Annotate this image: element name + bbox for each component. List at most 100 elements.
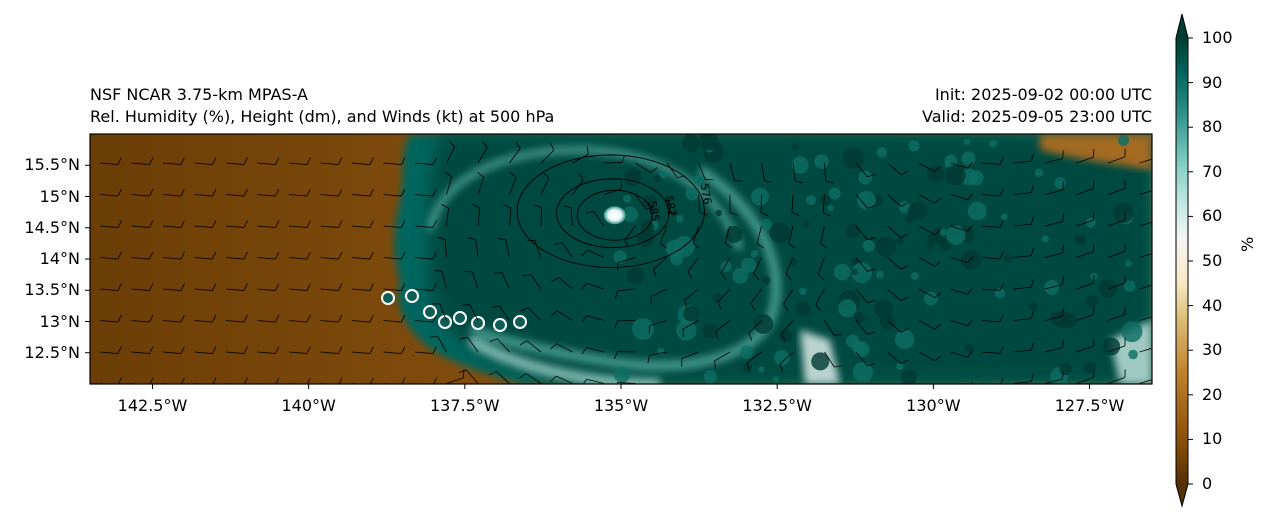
wind-barb-flag <box>432 157 437 165</box>
wind-barb <box>1013 381 1032 384</box>
wind-barb-flag <box>515 141 521 149</box>
wind-barb-flag <box>1157 370 1158 378</box>
wind-barb <box>918 257 935 267</box>
convective-cell <box>967 201 987 221</box>
wind-barb <box>572 153 589 164</box>
wind-barb-flag <box>503 204 511 209</box>
wind-barb-flag <box>275 220 280 228</box>
convective-cell <box>1054 310 1072 328</box>
wind-barb-flag <box>900 265 909 270</box>
wind-barb <box>950 225 968 232</box>
lat-tick-label: 13.5°N <box>24 280 80 300</box>
wind-barb-flag <box>900 170 909 176</box>
wind-barb-flag <box>999 157 1004 165</box>
wind-barb-flag <box>519 340 528 346</box>
wind-barb-flag <box>534 204 542 209</box>
convective-cell <box>945 164 966 186</box>
wind-barb <box>558 277 573 290</box>
wind-barb <box>162 351 181 354</box>
wind-barb-flag <box>509 172 517 179</box>
colorbar-tick-label: 40 <box>1202 295 1223 315</box>
map-title-left: NSF NCAR 3.75-km MPAS-A Rel. Humidity (%… <box>90 84 554 128</box>
wind-barb <box>414 194 433 197</box>
wind-barb <box>682 320 699 330</box>
wind-barb <box>714 351 731 362</box>
wind-barb-flag <box>1157 150 1158 158</box>
convective-cell <box>814 154 829 169</box>
wind-barb <box>918 162 935 173</box>
wind-barb <box>1076 377 1094 384</box>
wind-barb <box>981 162 1000 165</box>
wind-barb <box>1044 158 1063 164</box>
wind-barb-flag <box>934 166 942 173</box>
wind-barb <box>817 257 825 275</box>
wind-barb-flag <box>756 243 764 249</box>
wind-barb <box>1013 286 1032 290</box>
convective-cell <box>827 205 834 212</box>
wind-barb-flag <box>432 220 437 228</box>
wind-barb-flag <box>647 386 649 394</box>
convective-cell <box>960 249 982 270</box>
wind-barb <box>746 351 762 364</box>
wind-barb-flag <box>753 273 760 280</box>
wind-barb <box>855 320 868 335</box>
wind-barb-flag <box>1157 213 1158 221</box>
wind-barb <box>509 208 512 227</box>
wind-barb-flag <box>212 283 217 291</box>
wind-barb <box>444 239 447 258</box>
wind-barb-flag <box>441 204 449 209</box>
wind-barb-flag <box>934 323 942 330</box>
wind-barb <box>750 288 762 304</box>
wind-barb <box>225 351 244 354</box>
convective-cell <box>715 209 722 217</box>
wind-barb-flag <box>867 299 876 304</box>
wind-barb-flag <box>117 314 122 323</box>
wind-barb <box>950 194 968 201</box>
wind-barb-flag <box>429 335 438 338</box>
wind-barb-flag <box>338 251 343 260</box>
wind-barb <box>194 351 213 354</box>
rainband-2 <box>426 145 744 252</box>
axis-ticks <box>85 164 1091 389</box>
wind-barb <box>446 177 453 195</box>
wind-barb <box>1139 316 1152 321</box>
wind-barb <box>288 351 307 354</box>
wind-barb <box>824 351 835 368</box>
wind-barb-flag <box>670 211 679 214</box>
wind-barb-flag <box>212 157 217 165</box>
wind-barb-flag <box>650 296 652 305</box>
wind-barb <box>383 351 402 354</box>
wind-barb <box>1076 219 1094 227</box>
convective-cell <box>851 268 858 276</box>
wind-barb-flag <box>477 172 485 178</box>
wind-barb-flag <box>614 351 618 360</box>
wind-barb <box>887 320 902 333</box>
wind-barb-flag <box>760 212 769 217</box>
wind-barb <box>855 351 868 367</box>
convective-cell <box>753 314 774 334</box>
convective-cell <box>895 237 904 246</box>
wind-barb <box>194 194 213 197</box>
wind-barb <box>1139 284 1152 290</box>
convective-cell <box>405 289 419 303</box>
convective-cell <box>739 345 754 359</box>
convective-cell <box>926 242 935 250</box>
convective-cell <box>946 225 966 245</box>
wind-barb-flag <box>780 333 786 342</box>
wind-barb <box>649 351 668 356</box>
wind-barb <box>681 351 699 359</box>
wind-barb <box>257 257 276 260</box>
wind-barb <box>162 288 181 291</box>
lon-tick-label: 132.5°W <box>742 396 812 415</box>
rainband-1 <box>468 165 782 371</box>
wind-barb <box>617 288 636 292</box>
wind-barb-flag <box>935 387 941 392</box>
wind-barb-flag <box>1031 247 1034 256</box>
wind-barb <box>887 351 902 365</box>
wind-barb <box>257 225 276 228</box>
wind-barb-flag <box>581 347 587 355</box>
wind-barb <box>1139 253 1152 258</box>
wind-barb-flag <box>306 283 311 291</box>
wind-barb-flag <box>338 157 343 165</box>
